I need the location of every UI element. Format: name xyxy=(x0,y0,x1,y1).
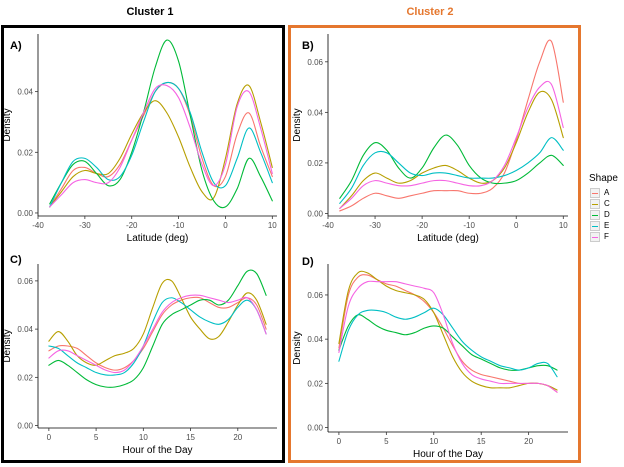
panel-b-x-tick-label: 10 xyxy=(559,221,568,230)
panel-d-x-tick-label: 5 xyxy=(384,437,389,446)
panel-d-x-axis-title: Hour of the Day xyxy=(413,449,483,460)
panel-c-x-tick-label: 20 xyxy=(233,433,242,442)
legend-key-d xyxy=(590,210,600,220)
panel-c-y-tick-label: 0.00 xyxy=(17,422,33,431)
panel-a-x-tick-label: 0 xyxy=(223,221,228,230)
cluster-1-frame xyxy=(1,25,285,463)
legend-swatch-a xyxy=(592,193,598,194)
cluster-2-frame xyxy=(288,25,581,463)
panel-d-y-tick-label: 0.04 xyxy=(307,335,323,344)
legend-swatch-e xyxy=(592,226,598,227)
legend-key-a xyxy=(590,188,600,198)
panel-c-tag: C) xyxy=(10,254,22,266)
panel-d-tag: D) xyxy=(302,256,314,268)
panel-b-x-tick-label: -40 xyxy=(322,221,334,230)
panel-a-x-tick-label: 10 xyxy=(268,221,277,230)
panel-d-y-axis-title: Density xyxy=(292,331,303,364)
panel-d-series-e-line xyxy=(338,307,558,378)
legend-title: Shape xyxy=(589,173,618,184)
panel-d-y-tick-label: 0.06 xyxy=(307,291,323,300)
legend-swatch-c xyxy=(592,204,598,205)
panel-d-x-tick-label: 20 xyxy=(524,437,533,446)
panel-c-x-tick-label: 10 xyxy=(139,433,148,442)
panel-a-series-f-line xyxy=(49,84,273,208)
panel-a-x-axis-title: Latitude (deg) xyxy=(127,233,189,244)
panel-a-x-tick-label: -10 xyxy=(173,221,185,230)
cluster-1-title: Cluster 1 xyxy=(126,6,174,18)
panel-d-y-tick-label: 0.00 xyxy=(307,424,323,433)
panel-a-series-d-line xyxy=(49,39,273,209)
panel-c-y-tick-label: 0.06 xyxy=(17,277,33,286)
panel-b-y-tick-label: 0.04 xyxy=(307,108,323,117)
panel-c-y-tick-label: 0.04 xyxy=(17,325,33,334)
panel-a-y-tick-label: 0.00 xyxy=(17,209,33,218)
panel-c-x-axis-title: Hour of the Day xyxy=(122,445,192,456)
panel-b-x-tick-label: 0 xyxy=(514,221,519,230)
panel-b-x-axis-title: Latitude (deg) xyxy=(417,233,479,244)
legend-label-c: C xyxy=(604,199,610,208)
legend-label-d: D xyxy=(604,210,610,219)
panel-b-series-c-line xyxy=(339,90,564,209)
panel-a-tag: A) xyxy=(10,40,22,52)
panel-a-x-tick-label: -30 xyxy=(79,221,91,230)
panel-b-series-a-line xyxy=(339,39,564,212)
panel-d-x-tick-label: 15 xyxy=(477,437,486,446)
panel-a: 0.00 0.02 0.04 -40 -30 -20 -10 0 10 Latitude (deg… xyxy=(2,34,277,244)
panel-c-x-tick-label: 15 xyxy=(186,433,195,442)
panel-c-x-tick-label: 5 xyxy=(94,433,99,442)
panel-c: 0.00 0.02 0.04 0.06 0 5 10 15 20 Hour of the Day D… xyxy=(2,264,277,456)
panel-c-series-e-line xyxy=(48,297,267,376)
legend-label-f: F xyxy=(604,232,609,241)
legend-label-a: A xyxy=(604,188,610,197)
legend-label-e: E xyxy=(604,221,610,230)
panel-b: 0.00 0.02 0.04 0.06 -40 -30 -20 -10 0 10 Latitude … xyxy=(292,34,568,244)
panel-c-x-tick-label: 0 xyxy=(47,433,52,442)
panel-d-x-tick-label: 0 xyxy=(337,437,342,446)
panel-a-x-tick-label: -20 xyxy=(126,221,138,230)
panel-b-y-tick-label: 0.02 xyxy=(307,159,323,168)
panel-b-series-f-line xyxy=(339,80,564,209)
panel-b-x-tick-label: -20 xyxy=(416,221,428,230)
panel-b-y-tick-label: 0.06 xyxy=(307,58,323,67)
legend-key-e xyxy=(590,221,600,231)
panel-c-y-axis-title: Density xyxy=(2,329,13,362)
panel-b-x-tick-label: -30 xyxy=(369,221,381,230)
panel-a-series-c-line xyxy=(49,84,273,208)
cluster-2-title: Cluster 2 xyxy=(406,6,454,18)
panel-c-series-a-line xyxy=(48,296,267,371)
panel-b-y-axis-title: Density xyxy=(292,108,303,141)
panel-b-y-tick-label: 0.00 xyxy=(307,209,323,218)
panel-b-tag: B) xyxy=(302,40,314,52)
legend-key-f xyxy=(590,232,600,242)
panel-c-series-c-line xyxy=(48,278,267,366)
panel-a-x-tick-label: -40 xyxy=(32,221,44,230)
panel-b-series-d-line xyxy=(339,134,564,199)
panel-d-series-c-line xyxy=(338,270,558,391)
panel-a-y-tick-label: 0.02 xyxy=(17,148,33,157)
panel-b-series-e-line xyxy=(339,137,564,204)
panel-d-x-tick-label: 10 xyxy=(429,437,438,446)
panel-d-y-tick-label: 0.02 xyxy=(307,379,323,388)
panel-c-series-f-line xyxy=(48,294,267,374)
panel-a-y-tick-label: 0.04 xyxy=(17,88,33,97)
panel-a-y-axis-title: Density xyxy=(2,108,13,141)
legend-swatch-f xyxy=(592,237,598,238)
panel-d: 0.00 0.02 0.04 0.06 0 5 10 15 20 Hour of the Day D… xyxy=(292,264,568,460)
panel-c-y-tick-label: 0.02 xyxy=(17,373,33,382)
panel-c-series-d-line xyxy=(48,269,267,388)
panel-d-series-d-line xyxy=(338,314,558,371)
legend-key-c xyxy=(590,199,600,209)
panel-d-series-f-line xyxy=(338,280,558,393)
legend-swatch-d xyxy=(592,215,598,216)
panel-b-x-tick-label: -10 xyxy=(463,221,475,230)
panel-d-series-a-line xyxy=(338,274,558,393)
